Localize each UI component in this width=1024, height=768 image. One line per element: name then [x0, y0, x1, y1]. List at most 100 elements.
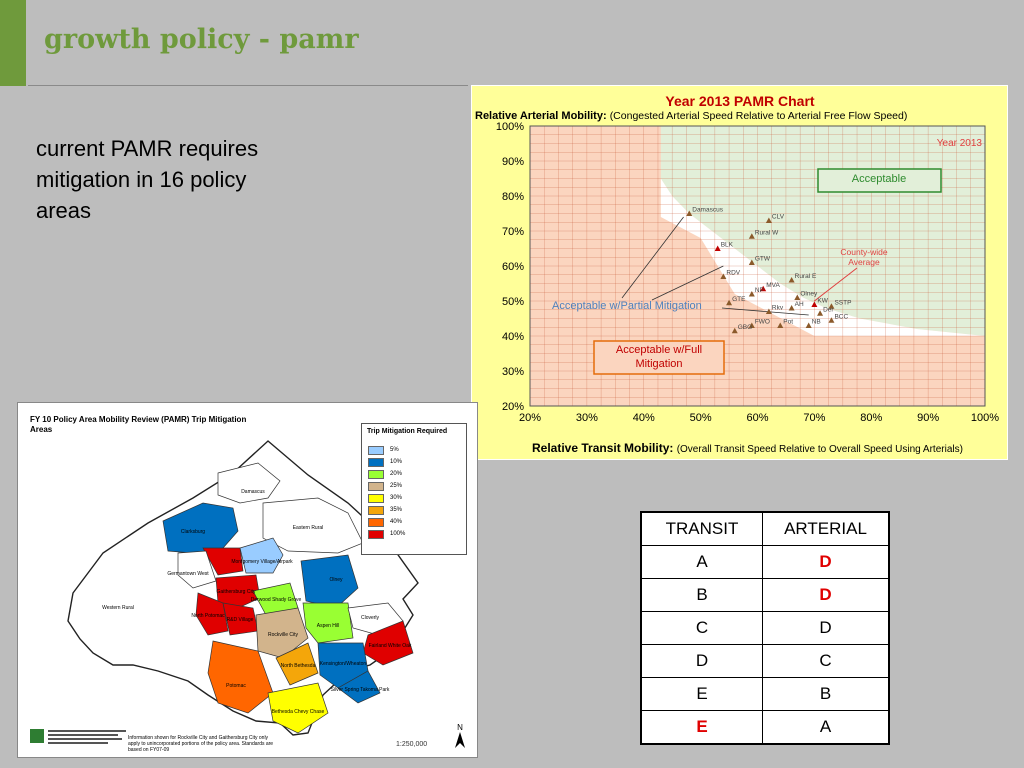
pamr-chart: 20% 30% 40% 50% 60% 70% 80% 90% 100% 20% 30% 40% 50%…: [471, 85, 1008, 460]
transit-cell: D: [640, 644, 763, 678]
area-label: R&D Village: [227, 617, 254, 623]
point-label: MVA: [766, 282, 780, 289]
legend-swatch: [368, 446, 384, 455]
data-point: [794, 294, 801, 300]
point-label: FWO: [755, 319, 770, 326]
point-label: AH: [795, 301, 804, 308]
y-tick-label: 80%: [502, 191, 524, 203]
acceptable-label: Acceptable: [852, 173, 906, 185]
point-label: GTE: [732, 296, 746, 303]
x-axis-label-rest: (Overall Transit Speed Relative to Overa…: [677, 444, 963, 455]
data-point: [760, 285, 767, 292]
area-montgomery-village: [239, 537, 284, 574]
area-clarksburg: [162, 502, 239, 554]
y-tick-label: 70%: [502, 226, 524, 238]
accent-bar: [0, 0, 26, 86]
area-olney: [300, 554, 359, 609]
chart-subtitle-rest: (Congested Arterial Speed Relative to Ar…: [610, 110, 908, 122]
area-germantown-west: [177, 550, 217, 589]
point-label: GBG: [738, 324, 752, 331]
transit-cell: E: [640, 710, 763, 745]
y-tick-label: 30%: [502, 366, 524, 378]
table-row: B D: [640, 578, 890, 612]
legend-label: 5%: [390, 447, 399, 453]
transit-cell: C: [640, 611, 763, 645]
area-label: North Potomac: [191, 613, 225, 619]
legend-label: 10%: [390, 459, 403, 465]
legend-item: 40%: [368, 518, 458, 528]
legend-label: 30%: [390, 495, 403, 501]
legend-item: 25%: [368, 482, 458, 492]
data-point: [714, 245, 721, 251]
arterial-cell: D: [762, 611, 890, 645]
x-axis-label: Relative Transit Mobility: (Overall Tran…: [532, 441, 963, 455]
x-tick-label: 90%: [917, 412, 939, 424]
x-tick-label: 40%: [633, 412, 655, 424]
point-label: KW: [817, 298, 828, 305]
area-label: Olney: [329, 577, 343, 583]
y-tick-label: 100%: [496, 121, 524, 133]
chart-title: Year 2013 PAMR Chart: [665, 93, 814, 109]
area-label: Eastern Rural: [293, 525, 324, 531]
data-point: [748, 291, 755, 297]
table-row: E A: [640, 710, 890, 745]
map-footnote: Information shown for Rockville City and…: [128, 735, 274, 753]
los-table: TRANSIT ARTERIAL A D B D C D D C E B E A: [640, 511, 890, 745]
legend-swatch: [368, 494, 384, 503]
transit-cell: A: [640, 545, 763, 579]
x-tick-label: 100%: [971, 412, 999, 424]
chart-subtitle: Relative Arterial Mobility: (Congested A…: [475, 110, 907, 122]
arterial-cell: A: [762, 710, 890, 745]
point-label: NB: [812, 319, 821, 326]
arterial-cell: C: [762, 644, 890, 678]
data-point: [748, 259, 755, 265]
area-label: Damascus: [241, 489, 265, 495]
area-gaithersburg: [215, 574, 261, 609]
average-arrow: [814, 267, 858, 302]
arterial-cell: B: [762, 677, 890, 711]
legend-swatch: [368, 482, 384, 491]
data-point: [777, 322, 784, 328]
arrow-line: [721, 307, 809, 316]
x-tick-label: 70%: [803, 412, 825, 424]
average-label-line1: County-wide: [840, 247, 888, 257]
area-label: Aspen Hill: [317, 623, 340, 629]
area-potomac: [207, 640, 274, 714]
area-bethesda: [267, 682, 329, 734]
map-scale: 1:250,000: [396, 741, 428, 748]
bullet-text: current PAMR requires mitigation in 16 p…: [36, 136, 259, 223]
point-label: Rural E: [795, 273, 817, 280]
north-arrow-icon: N: [454, 723, 466, 750]
data-point: [788, 277, 795, 283]
point-label: RDV: [726, 270, 740, 277]
table-row: D C: [640, 644, 890, 678]
slide-title: growth policy - pamr: [44, 24, 359, 55]
y-tick-label: 20%: [502, 401, 524, 413]
data-point: [765, 308, 772, 314]
arrow-line: [621, 216, 684, 299]
chart-subtitle-bold: Relative Arterial Mobility:: [475, 110, 610, 122]
north-label: N: [457, 723, 463, 732]
data-point: [731, 327, 738, 334]
legend-item: 10%: [368, 458, 458, 468]
legend-swatch: [368, 458, 384, 467]
arterial-cell: D: [762, 545, 890, 579]
y-tick-label: 90%: [502, 156, 524, 168]
arterial-cell: D: [762, 578, 890, 612]
header-transit: TRANSIT: [640, 511, 763, 546]
acceptable-box: [817, 168, 942, 193]
legend-label: 25%: [390, 483, 403, 489]
table-row: A D: [640, 545, 890, 579]
area-label: Rockville City: [268, 632, 299, 638]
data-point: [765, 217, 772, 223]
legend-item: 30%: [368, 494, 458, 504]
full-mitigation-box: [593, 340, 725, 375]
data-point: [720, 273, 727, 279]
y-tick-label: 50%: [502, 296, 524, 308]
data-point: [686, 210, 693, 216]
legend-label: 20%: [390, 471, 403, 477]
legend-swatch: [368, 530, 384, 539]
plot-frame: [529, 125, 986, 407]
header-arterial: ARTERIAL: [762, 511, 890, 546]
data-point: [788, 305, 795, 311]
